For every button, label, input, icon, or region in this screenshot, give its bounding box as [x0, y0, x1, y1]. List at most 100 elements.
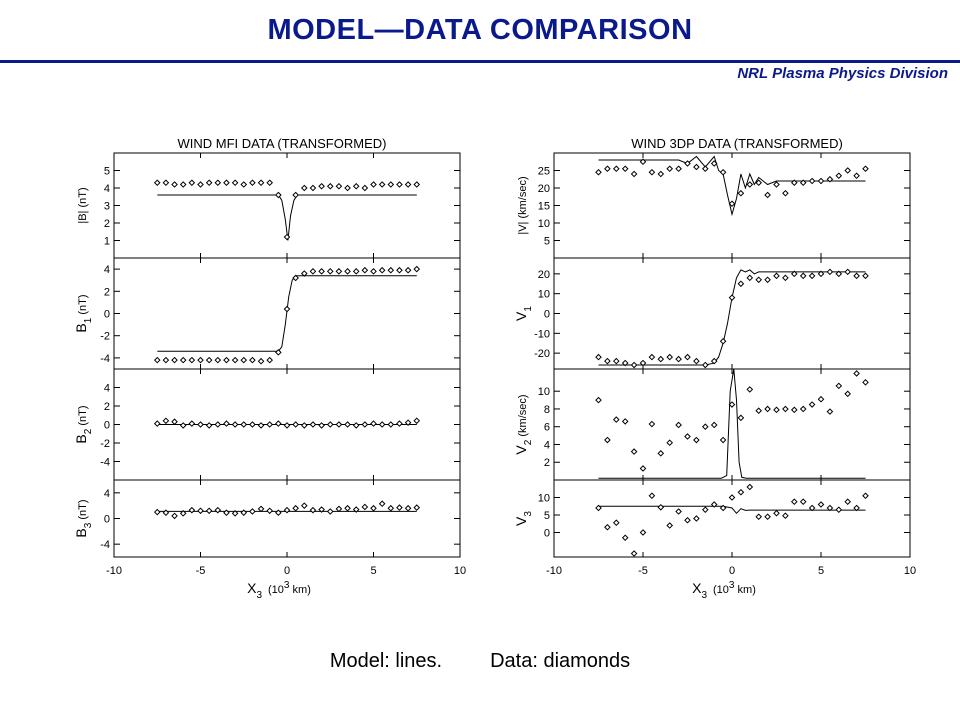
data-point	[162, 417, 170, 425]
data-point	[223, 420, 230, 427]
data-point	[666, 353, 674, 361]
data-point	[404, 419, 412, 426]
data-point	[205, 507, 213, 515]
data-point	[378, 500, 386, 508]
data-point	[370, 504, 377, 512]
data-point	[612, 165, 620, 173]
data-point	[370, 181, 377, 188]
y-tick-label: 10	[538, 386, 550, 398]
data-point	[231, 510, 239, 517]
data-point	[630, 448, 638, 455]
data-point	[214, 179, 222, 187]
data-point	[782, 405, 789, 413]
data-point	[844, 167, 852, 174]
data-point	[799, 272, 807, 280]
y-tick-label: -2	[100, 438, 110, 450]
panel-2-4: 0 5 10 V3	[513, 479, 911, 558]
data-point	[755, 513, 763, 521]
y-tick-label: 6	[544, 422, 550, 434]
data-point	[309, 184, 317, 192]
data-point	[197, 356, 204, 364]
data-point	[693, 436, 700, 444]
data-point	[300, 422, 308, 429]
data-point	[595, 396, 602, 404]
y-tick-label: -10	[534, 328, 550, 340]
data-point	[249, 421, 256, 428]
data-point	[835, 172, 843, 180]
y-tick-label: 4	[104, 383, 110, 395]
panel-2-3: 2 4 6 8 10 V2 (km/sec)	[513, 368, 911, 481]
y-tick-label: 5	[544, 510, 550, 522]
data-point	[853, 504, 860, 512]
data-point	[799, 498, 807, 506]
x-tick-label: -5	[196, 565, 206, 577]
data-point	[657, 450, 665, 457]
data-point	[737, 414, 745, 422]
x-tick-label: 10	[454, 565, 466, 577]
data-point	[621, 165, 629, 173]
data-point	[153, 508, 161, 516]
data-point	[188, 420, 196, 427]
x-tick-label: 0	[729, 565, 735, 577]
data-point	[413, 504, 421, 511]
data-point	[710, 421, 718, 429]
panel-2-2: -20 -10 0 10 20 V1	[513, 257, 911, 370]
data-point	[171, 356, 178, 364]
data-point	[612, 416, 620, 423]
y-tick-label: 10	[538, 493, 550, 505]
data-point	[240, 421, 248, 428]
data-point	[728, 494, 736, 501]
data-point	[675, 355, 682, 363]
y-tick-label: 8	[544, 404, 550, 416]
data-point	[639, 529, 647, 536]
data-point	[309, 268, 317, 275]
data-point	[318, 506, 325, 513]
data-point	[826, 268, 834, 276]
data-point	[318, 268, 325, 275]
data-point	[666, 522, 674, 529]
data-point	[657, 503, 665, 511]
y-tick-label: 2	[544, 457, 550, 469]
x-tick-label: -5	[638, 565, 648, 577]
data-point	[214, 506, 222, 514]
model-line	[598, 269, 866, 366]
data-point	[862, 379, 869, 386]
data-point	[257, 505, 265, 513]
data-point	[817, 395, 825, 403]
data-point	[162, 509, 170, 517]
data-point	[335, 421, 343, 428]
data-point	[223, 509, 230, 517]
data-point	[666, 165, 674, 173]
chart-title: WIND MFI DATA (TRANSFORMED)	[178, 136, 387, 151]
data-point	[657, 170, 665, 178]
data-point	[188, 179, 196, 187]
y-tick-label: 0	[544, 309, 550, 321]
data-point	[719, 337, 727, 345]
panel-1-4: -4 0 4 B3 (nT)	[73, 479, 461, 558]
y-tick-label: 2	[104, 218, 110, 230]
data-point	[326, 182, 334, 190]
data-point	[266, 179, 274, 187]
panel-frame	[113, 479, 461, 558]
data-point	[746, 386, 754, 393]
title-rule	[0, 60, 960, 63]
data-point	[844, 498, 852, 506]
data-point	[630, 550, 638, 557]
data-point	[352, 422, 360, 429]
data-point	[387, 181, 395, 188]
chart-title: WIND 3DP DATA (TRANSFORMED)	[631, 136, 843, 151]
data-point	[197, 507, 204, 515]
data-point	[188, 506, 196, 514]
data-point	[817, 270, 825, 278]
data-point	[275, 509, 282, 517]
data-point	[370, 420, 377, 427]
data-point	[835, 506, 843, 514]
data-point	[790, 179, 798, 187]
data-point	[657, 355, 665, 363]
data-point	[283, 506, 291, 514]
data-point	[404, 266, 412, 274]
data-point	[808, 177, 816, 185]
data-point	[283, 305, 291, 313]
data-point	[746, 483, 754, 491]
